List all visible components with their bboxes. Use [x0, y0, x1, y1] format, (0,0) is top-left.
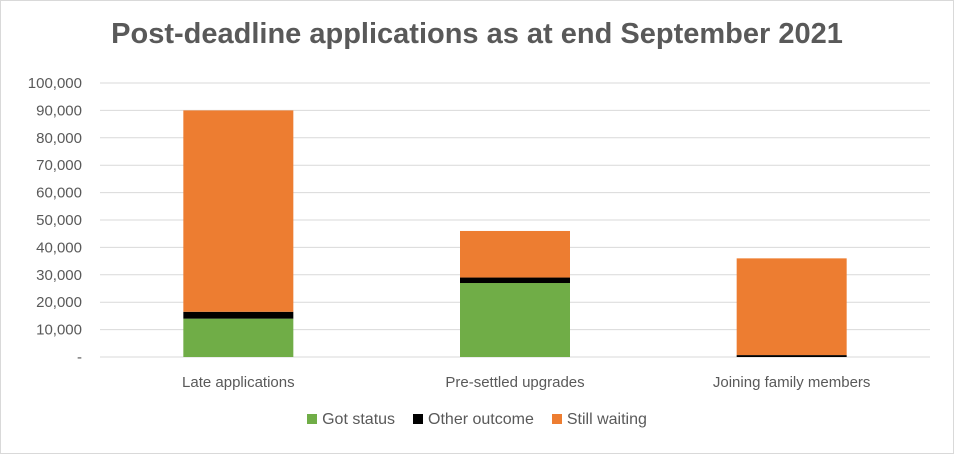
- x-category-label: Joining family members: [713, 374, 871, 391]
- legend-label: Other outcome: [428, 411, 534, 428]
- legend-swatch: [551, 414, 562, 424]
- y-tick-label: -: [77, 349, 82, 366]
- bar-segment-still-waiting: [460, 230, 570, 278]
- x-category-label: Pre-settled upgrades: [445, 374, 584, 391]
- y-tick-label: 50,000: [36, 212, 82, 229]
- bar-segment-still-waiting: [183, 110, 294, 312]
- legend-label: Got status: [322, 411, 396, 428]
- bar-segment-other-outcome: [183, 311, 294, 319]
- legend-item: Got status: [307, 411, 395, 429]
- y-tick-label: 100,000: [28, 75, 82, 92]
- x-category-label: Late applications: [182, 374, 295, 391]
- bar-segment-still-waiting: [736, 258, 847, 356]
- y-tick-label: 20,000: [36, 294, 82, 311]
- legend-swatch: [413, 414, 424, 424]
- bar-segment-got-status: [183, 318, 294, 357]
- legend-swatch: [307, 414, 318, 424]
- legend-item: Still waiting: [551, 411, 647, 429]
- y-tick-label: 80,000: [36, 130, 82, 147]
- legend: Got status Other outcome Still waiting: [0, 411, 954, 429]
- bar-segment-got-status: [460, 283, 570, 357]
- y-tick-label: 90,000: [36, 102, 82, 119]
- y-tick-label: 30,000: [36, 267, 82, 284]
- y-tick-label: 40,000: [36, 239, 82, 256]
- legend-label: Still waiting: [566, 411, 647, 428]
- bar-segment-other-outcome: [736, 355, 847, 357]
- y-tick-label: 70,000: [36, 157, 82, 174]
- y-tick-label: 60,000: [36, 185, 82, 202]
- legend-item: Other outcome: [413, 411, 534, 429]
- bar-segment-other-outcome: [460, 277, 570, 284]
- chart-title: Post-deadline applications as at end Sep…: [111, 18, 843, 50]
- y-tick-label: 10,000: [36, 322, 82, 339]
